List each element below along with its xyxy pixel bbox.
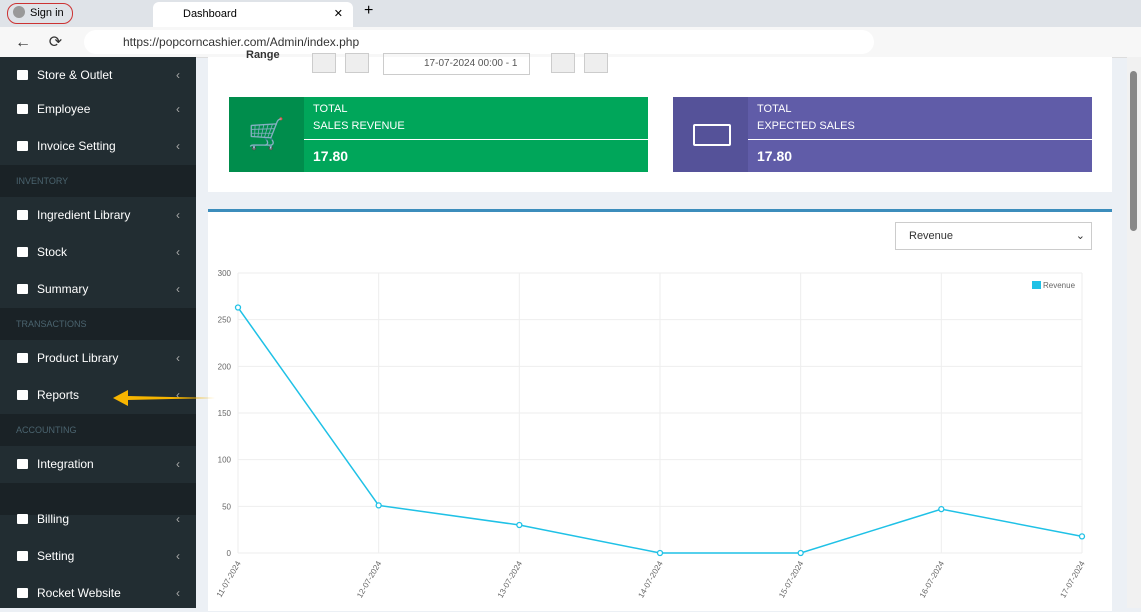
sidebar-item[interactable]: Stock ‹: [0, 234, 196, 271]
y-tick-label: 100: [218, 456, 232, 465]
tab-bar: Sign in Dashboard ✕ +: [0, 0, 1141, 27]
sidebar-label: Summary: [37, 282, 89, 296]
legend-label: Revenue: [1043, 281, 1076, 290]
sidebar-item[interactable]: Integration ‹: [0, 446, 196, 483]
x-tick-label: 14-07-2024: [636, 559, 665, 599]
date-input[interactable]: 17-07-2024 00:00 - 1: [383, 53, 530, 75]
sign-in-text: Sign in: [30, 7, 64, 19]
y-tick-label: 200: [218, 362, 232, 371]
legend-swatch: [1032, 281, 1041, 289]
card-expected: TOTAL EXPECTED SALES 17.80: [673, 97, 1092, 172]
sidebar-label: Invoice Setting: [37, 139, 116, 153]
sidebar: Store & Outlet ‹ Employee ‹ Invoice Setting ‹…: [0, 57, 196, 608]
sidebar-item[interactable]: Setting ‹: [0, 538, 196, 575]
card-value: 17.80: [757, 148, 793, 164]
sidebar-header: TRANSACTIONS: [0, 308, 196, 340]
url-field[interactable]: [84, 30, 874, 54]
sidebar-header: ACCOUNTING: [0, 414, 196, 446]
annotation-arrow: [113, 390, 215, 406]
sidebar-item[interactable]: Invoice Setting ‹: [0, 128, 196, 165]
x-tick-label: 17-07-2024: [1058, 559, 1087, 599]
y-tick-label: 50: [222, 502, 231, 511]
sidebar-label: Setting: [37, 549, 75, 563]
tab-title: Dashboard: [183, 8, 237, 20]
sidebar-item[interactable]: Ingredient Library ‹: [0, 197, 196, 234]
card-revenue: 🛒 TOTAL SALES REVENUE 17.80: [229, 97, 648, 172]
x-tick-label: 16-07-2024: [918, 559, 947, 599]
sidebar-label: Reports: [37, 388, 80, 402]
new-tab[interactable]: +: [364, 2, 374, 19]
y-tick-label: 250: [218, 316, 232, 325]
sidebar-label: Rocket Website: [37, 586, 121, 600]
point: [938, 505, 945, 513]
sidebar-label: Store & Outlet: [37, 68, 113, 82]
scrollbar: [1127, 57, 1141, 608]
tab[interactable]: Dashboard ✕: [153, 2, 353, 27]
url: https://popcorncashier.com/Admin/index.p…: [123, 35, 360, 49]
point: [375, 502, 382, 509]
sidebar-header: [0, 483, 196, 515]
point: [656, 549, 664, 557]
dropdown[interactable]: Revenue ⌄: [895, 222, 1092, 250]
card-value: 17.80: [313, 148, 349, 164]
sidebar-label: Billing: [37, 512, 70, 526]
sidebar-item[interactable]: Reports ‹: [0, 377, 196, 414]
sidebar-label: Ingredient Library: [37, 208, 131, 222]
point: [516, 521, 523, 529]
card-line: TOTAL: [313, 103, 348, 115]
y-tick-label: 0: [227, 549, 232, 558]
sidebar-item[interactable]: Store & Outlet ‹: [0, 57, 196, 94]
sidebar-item[interactable]: Employee ‹: [0, 91, 196, 128]
sidebar-label: Employee: [37, 102, 91, 116]
card-line: TOTAL: [757, 103, 792, 115]
point: [234, 304, 242, 311]
sidebar-label: Integration: [37, 457, 94, 471]
card-line: EXPECTED SALES: [757, 120, 855, 132]
sidebar-item[interactable]: Product Library ‹: [0, 340, 196, 377]
y-tick-label: 300: [218, 269, 232, 278]
range-label: Range: [246, 49, 280, 61]
point: [797, 549, 804, 557]
sidebar-item[interactable]: Rocket Website ‹: [0, 575, 196, 612]
sidebar-label: Stock: [37, 245, 68, 259]
address-bar: ← ⟳ https://popcorncashier.com/Admin/ind…: [0, 27, 1141, 58]
sidebar-item[interactable]: Summary ‹: [0, 271, 196, 308]
sidebar-item[interactable]: Billing ‹: [0, 501, 196, 538]
x-tick-label: 15-07-2024: [777, 559, 806, 599]
sidebar-label: Product Library: [37, 351, 119, 365]
card-line: SALES REVENUE: [313, 120, 405, 132]
x-tick-label: 12-07-2024: [355, 559, 384, 599]
y-tick-label: 150: [218, 409, 232, 418]
point: [1078, 533, 1086, 540]
sign-in[interactable]: Sign in: [7, 3, 73, 24]
x-tick-label: 11-07-2024: [215, 559, 243, 599]
sidebar-header: INVENTORY: [0, 165, 196, 197]
dropdown-text: Revenue: [909, 230, 954, 242]
x-tick-label: 13-07-2024: [496, 559, 525, 599]
